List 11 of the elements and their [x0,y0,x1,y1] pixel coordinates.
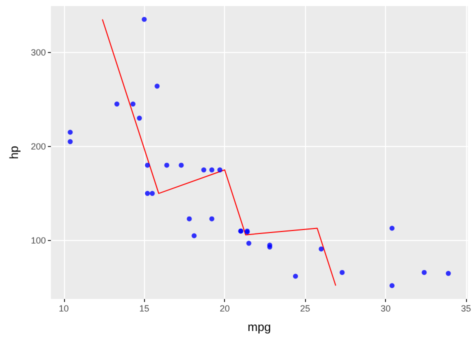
y-tick-label: 300 [30,47,46,58]
x-tick-label: 35 [461,304,472,314]
y-axis-title: hp [7,146,21,160]
x-tick-label: 25 [300,304,310,314]
y-tick-label: 100 [30,235,46,246]
x-tick-label: 20 [220,304,230,314]
x-tick-label: 10 [58,304,69,314]
x-tick-label: 30 [380,304,391,314]
x-axis-title: mpg [248,320,271,334]
y-tick-label: 200 [30,141,46,152]
x-tick-label: 15 [139,304,150,314]
